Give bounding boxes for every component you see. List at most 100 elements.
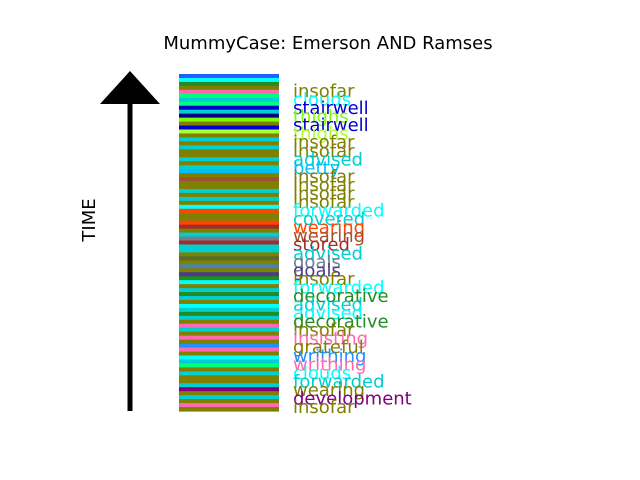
strip-band [179,327,279,333]
strip-band [179,220,279,226]
term-label: wearing [293,218,365,239]
term-label: clouds [293,90,351,111]
strip-band [179,248,279,254]
term-label: betty [293,158,341,179]
term-label: advised [293,243,363,264]
time-axis-label: TIME [79,198,100,242]
strip-band [179,407,279,412]
term-label: insofar [293,175,355,196]
strip-band [179,204,279,210]
strip-band [179,383,279,388]
strip-band [179,303,279,309]
strip-band [179,399,279,404]
strip-band [179,145,279,150]
strip-band [179,228,279,234]
strip-band [179,339,279,345]
strip-band [179,371,279,376]
term-label: advised [293,303,363,324]
strip-band [179,323,279,329]
strip-band [179,403,279,408]
strip-band [179,105,279,111]
strip-band [179,256,279,261]
term-label: goals [293,252,341,273]
strip-band [179,181,279,186]
strip-band [179,232,279,238]
strip-band [179,117,279,123]
strip-band [179,196,279,202]
term-label: grateful [293,337,364,358]
term-label: writhing [293,354,366,375]
term-label: insofar [293,397,355,418]
term-label: development [293,388,412,409]
strip-band [179,208,279,214]
strip-band [179,74,279,79]
strip-band [179,343,279,349]
term-label: insofar [293,81,355,102]
strip-band [179,284,279,289]
strip-band [179,81,279,87]
strip-band [179,296,279,301]
strip-band [179,169,279,174]
term-label: wearing [293,226,365,247]
strip-band [179,391,279,396]
strip-band [179,192,279,198]
strip-band [179,165,279,170]
term-label: decorative [293,312,389,333]
term-label: advised [293,149,363,170]
strip-band [179,288,279,293]
strip-band [179,280,279,285]
term-label: goals [293,260,341,281]
strip-band [179,97,279,103]
term-label: covered [293,209,365,230]
strip-band [179,244,279,250]
strip-band [179,188,279,194]
chart-title: MummyCase: Emerson AND Ramses [163,33,492,54]
strip-band [179,252,279,257]
term-label: advised [293,295,363,316]
strip-band [179,212,279,218]
strip-band [179,161,279,166]
term-label: decorative [293,286,389,307]
strip-band [179,141,279,146]
strip-band [179,331,279,337]
color-strip [179,74,279,412]
strip-band [179,177,279,182]
term-label: stored [293,235,350,256]
strip-band [179,292,279,297]
term-label: forwarded [293,201,385,222]
strip-band [179,85,279,91]
strip-band [179,101,279,107]
term-label: clouds [293,363,351,384]
strip-band [179,335,279,341]
strip-band [179,121,279,127]
strip-band [179,375,279,380]
strip-band [179,379,279,384]
strip-band [179,125,279,131]
term-label: insofar [293,320,355,341]
strip-band [179,200,279,206]
strip-band [179,268,279,273]
strip-band [179,109,279,115]
term-label: forwarded [293,277,385,298]
strip-band [179,276,279,281]
term-label: wearing [293,380,365,401]
time-arrow [100,71,160,411]
strip-band [179,153,279,158]
strip-band [179,387,279,392]
term-labels: insofarcloudsstairwellthighsstairwellthi… [293,81,412,418]
strip-band [179,347,279,353]
strip-band [179,311,279,317]
term-label: insisting [293,329,368,350]
strip-band [179,351,279,357]
term-label: insofar [293,183,355,204]
term-label: insofar [293,166,355,187]
strip-band [179,149,279,154]
strip-band [179,93,279,99]
strip-band [179,89,279,95]
strip-band [179,157,279,162]
term-label: insofar [293,192,355,213]
term-label: writhing [293,346,366,367]
strip-band [179,260,279,265]
time-arrow-head [100,71,160,104]
